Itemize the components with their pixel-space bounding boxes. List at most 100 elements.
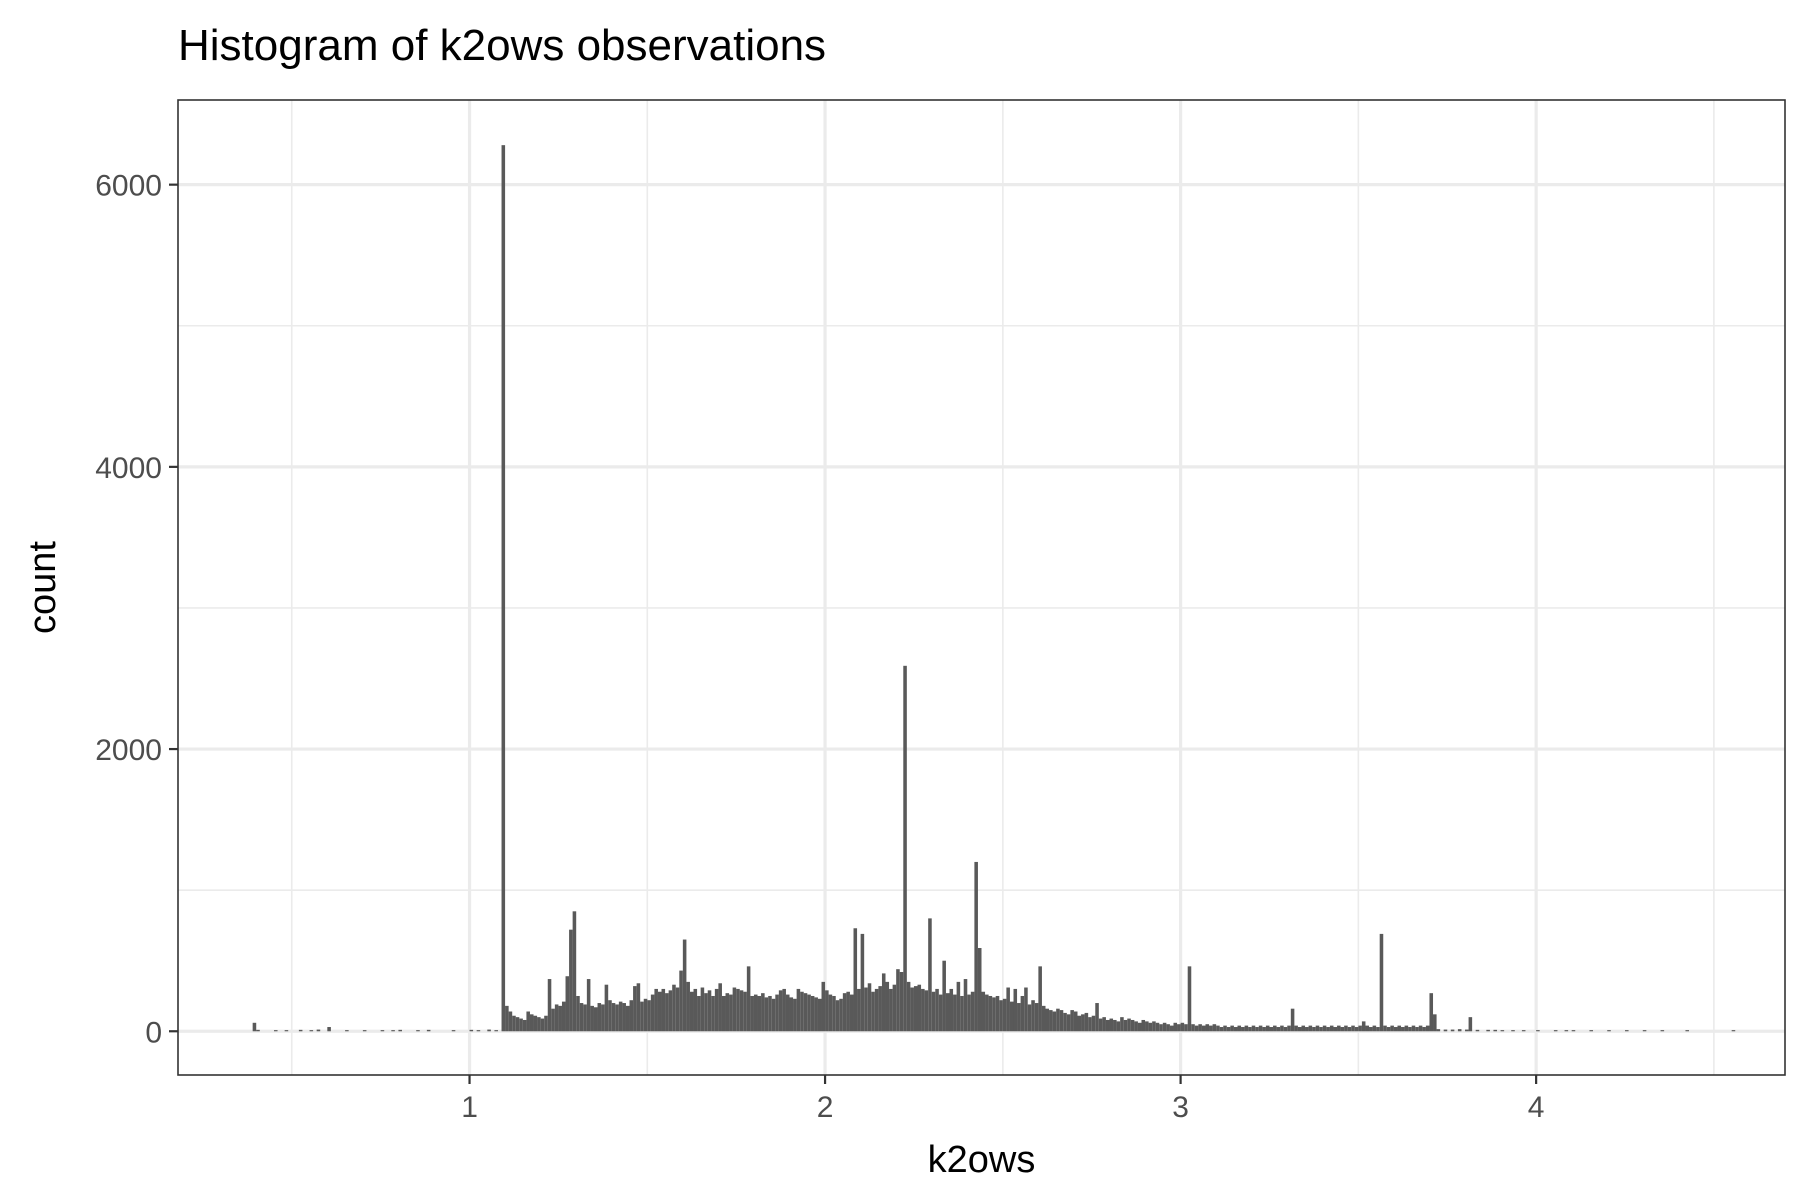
histogram-bar bbox=[640, 1001, 644, 1032]
histogram-bar bbox=[1465, 1029, 1469, 1032]
histogram-bar bbox=[1226, 1027, 1231, 1032]
histogram-bar bbox=[1209, 1025, 1213, 1032]
histogram-bar bbox=[316, 1029, 321, 1032]
histogram-bar bbox=[672, 984, 676, 1032]
histogram-bar bbox=[1500, 1030, 1505, 1032]
histogram-bar bbox=[1066, 1014, 1071, 1032]
histogram-bar bbox=[913, 986, 918, 1032]
histogram-bar bbox=[1123, 1019, 1128, 1032]
histogram-bar bbox=[1241, 1027, 1245, 1032]
histogram-bar bbox=[906, 981, 911, 1032]
histogram-bar bbox=[853, 928, 858, 1032]
chart-title: Histogram of k2ows observations bbox=[178, 21, 826, 70]
histogram-bar bbox=[1564, 1030, 1569, 1032]
histogram-bar bbox=[1433, 1014, 1437, 1032]
histogram-bar bbox=[1145, 1021, 1149, 1032]
histogram-bar bbox=[686, 981, 690, 1032]
histogram-bar bbox=[1017, 1003, 1021, 1032]
histogram-bar bbox=[252, 1022, 257, 1032]
histogram-bar bbox=[825, 990, 829, 1032]
histogram-bar bbox=[1294, 1025, 1298, 1032]
histogram-bar bbox=[1045, 1008, 1050, 1032]
histogram-bar bbox=[1102, 1017, 1106, 1032]
minor-gridlines bbox=[178, 100, 1785, 1075]
histogram-bar bbox=[874, 988, 879, 1032]
histogram-bar bbox=[960, 995, 964, 1032]
histogram-bar bbox=[1329, 1025, 1334, 1032]
histogram-bar bbox=[1130, 1019, 1135, 1032]
histogram-bar bbox=[618, 1001, 623, 1032]
histogram-bar bbox=[601, 1004, 605, 1032]
histogram-bar bbox=[700, 987, 705, 1032]
histogram-bar bbox=[963, 979, 968, 1032]
histogram-bar bbox=[917, 984, 922, 1032]
histogram-bar bbox=[1009, 1001, 1014, 1032]
histogram-bar bbox=[810, 995, 815, 1032]
histogram-bar bbox=[839, 998, 843, 1032]
histogram-bar bbox=[1248, 1027, 1252, 1032]
histogram-bar bbox=[1283, 1027, 1288, 1032]
histogram-bar bbox=[298, 1029, 303, 1032]
histogram-bar bbox=[526, 1011, 530, 1032]
histogram-bar bbox=[924, 990, 929, 1032]
histogram-bar bbox=[1607, 1030, 1611, 1032]
histogram-bar bbox=[1290, 1008, 1295, 1032]
histogram-bar bbox=[1383, 1025, 1387, 1032]
histogram-bar bbox=[1408, 1027, 1412, 1032]
histogram-bar bbox=[1308, 1025, 1313, 1032]
histogram-bar bbox=[1088, 1017, 1092, 1032]
histogram-bar bbox=[1436, 1029, 1441, 1032]
histogram-bar bbox=[1205, 1024, 1210, 1032]
histogram-bar bbox=[800, 991, 804, 1032]
histogram-bar bbox=[878, 986, 882, 1032]
histogram-bar bbox=[881, 973, 886, 1032]
histogram-bar bbox=[995, 995, 1000, 1032]
histogram-bar bbox=[1262, 1027, 1266, 1032]
histogram-bar bbox=[711, 995, 715, 1032]
histogram-bar bbox=[1027, 1004, 1032, 1032]
histogram-bar bbox=[1269, 1027, 1274, 1032]
histogram-bar bbox=[1201, 1025, 1206, 1032]
histogram-bar bbox=[1134, 1021, 1138, 1032]
histogram-bar bbox=[327, 1027, 331, 1032]
histogram-bar bbox=[1731, 1030, 1736, 1032]
histogram-bar bbox=[778, 990, 783, 1032]
y-tick-label: 6000 bbox=[95, 170, 162, 203]
histogram-bar bbox=[857, 988, 861, 1032]
histogram-bar bbox=[1660, 1030, 1665, 1032]
histogram-bar bbox=[1397, 1025, 1402, 1032]
histogram-bar bbox=[1152, 1021, 1156, 1032]
histogram-bar bbox=[469, 1029, 474, 1032]
histogram-bar bbox=[1347, 1027, 1352, 1032]
histogram-bar bbox=[1098, 1018, 1103, 1032]
histogram-bar bbox=[650, 994, 655, 1032]
histogram-bar bbox=[835, 1000, 840, 1032]
histogram-bar bbox=[679, 970, 683, 1032]
histogram-bar bbox=[661, 988, 666, 1032]
histogram-bar bbox=[910, 987, 914, 1032]
histogram-bar bbox=[771, 998, 776, 1032]
histogram-bar bbox=[1024, 987, 1028, 1032]
histogram-bar bbox=[1319, 1027, 1323, 1032]
histogram-bar bbox=[753, 994, 758, 1032]
histogram-bar bbox=[849, 994, 854, 1032]
histogram-bar bbox=[1404, 1025, 1409, 1032]
histogram-bar bbox=[1411, 1025, 1416, 1032]
histogram-bar bbox=[426, 1029, 431, 1032]
histogram-bar bbox=[1212, 1024, 1217, 1032]
histogram-bar bbox=[1187, 966, 1192, 1032]
histogram-bar bbox=[1169, 1025, 1174, 1032]
histogram-bar bbox=[867, 983, 872, 1032]
y-tick-label: 0 bbox=[145, 1016, 162, 1049]
histogram-bar bbox=[636, 983, 641, 1032]
histogram-bar bbox=[999, 1000, 1003, 1032]
histogram-bar bbox=[1511, 1030, 1515, 1032]
histogram-bar bbox=[1148, 1022, 1153, 1032]
histogram-bar bbox=[1475, 1029, 1480, 1032]
histogram-bar bbox=[921, 988, 925, 1032]
histogram-bar bbox=[611, 1003, 616, 1032]
histogram-bar bbox=[512, 1015, 516, 1032]
histogram-bar bbox=[782, 988, 786, 1032]
histogram-bar bbox=[707, 990, 712, 1032]
histogram-bar bbox=[1077, 1015, 1082, 1032]
